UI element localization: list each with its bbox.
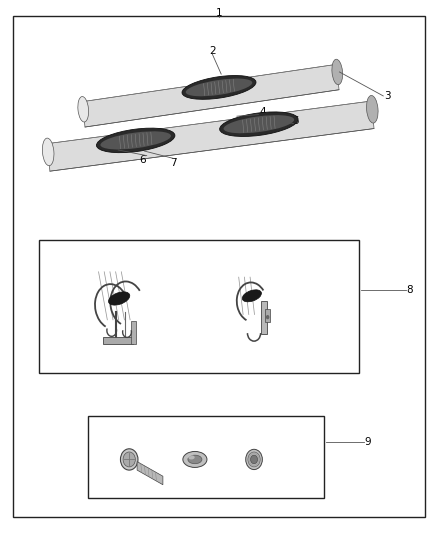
Bar (265, 309, 270, 322)
Bar (103, 337, 133, 344)
Ellipse shape (219, 112, 298, 136)
Text: 7: 7 (170, 158, 177, 167)
Ellipse shape (78, 96, 88, 122)
Polygon shape (82, 64, 339, 127)
Ellipse shape (42, 138, 54, 166)
Ellipse shape (367, 95, 378, 123)
Ellipse shape (188, 455, 202, 464)
Bar (131, 321, 136, 344)
Ellipse shape (248, 452, 260, 467)
Text: 3: 3 (384, 91, 391, 101)
Ellipse shape (251, 455, 258, 464)
Ellipse shape (96, 128, 175, 152)
Ellipse shape (223, 115, 294, 133)
Text: 4: 4 (259, 107, 266, 117)
Ellipse shape (182, 76, 256, 99)
Bar (261, 301, 267, 334)
Ellipse shape (188, 455, 194, 459)
Text: 6: 6 (139, 155, 146, 165)
Ellipse shape (100, 131, 171, 149)
Polygon shape (47, 101, 374, 171)
Ellipse shape (186, 78, 252, 96)
Ellipse shape (266, 315, 269, 319)
Ellipse shape (123, 452, 135, 467)
Ellipse shape (242, 290, 261, 302)
Polygon shape (137, 462, 163, 484)
Ellipse shape (183, 451, 207, 467)
Text: 9: 9 (364, 438, 371, 447)
Text: 2: 2 (209, 46, 216, 55)
Ellipse shape (109, 292, 130, 305)
Ellipse shape (120, 449, 138, 470)
Bar (88, 416, 324, 498)
Text: 5: 5 (292, 116, 299, 126)
Bar (39, 240, 359, 373)
Text: 8: 8 (406, 286, 413, 295)
Ellipse shape (332, 59, 343, 85)
Text: 1: 1 (215, 9, 223, 18)
Ellipse shape (246, 449, 262, 470)
